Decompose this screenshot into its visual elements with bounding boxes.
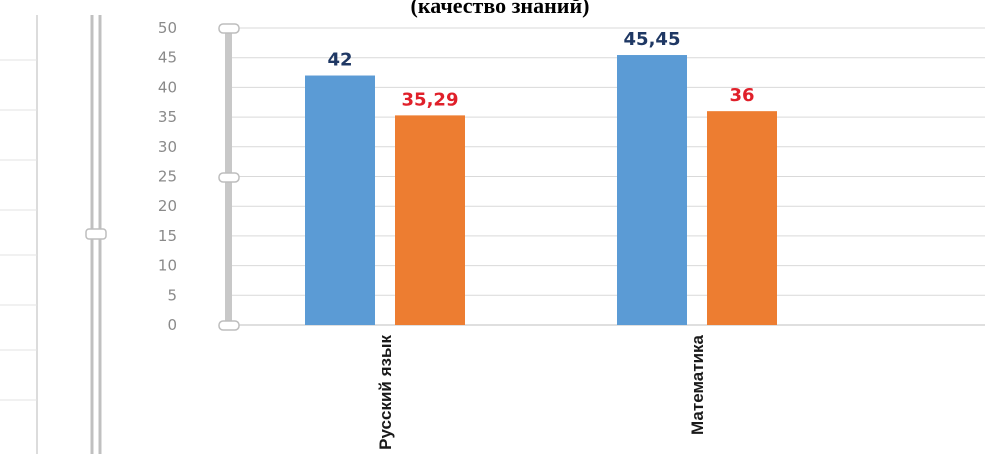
- bar: [395, 115, 465, 325]
- y-tick-label: 10: [158, 257, 177, 275]
- data-labels: 42 45,45 35,29 36: [327, 29, 754, 110]
- y-tick-label: 50: [158, 19, 177, 37]
- bars: [305, 55, 777, 326]
- bar: [617, 55, 687, 325]
- y-tick-label: 20: [158, 197, 177, 215]
- y-tick-label: 15: [158, 227, 177, 245]
- chart-title: (качество знаний): [411, 0, 590, 18]
- data-label: 45,45: [624, 29, 681, 50]
- y-tick-label: 25: [158, 168, 177, 186]
- bar: [707, 111, 777, 325]
- bar: [305, 75, 375, 326]
- y-axis-handle-middle[interactable]: [218, 172, 240, 183]
- y-axis-handle-top[interactable]: [218, 23, 240, 34]
- category-label: Математика: [688, 334, 707, 434]
- y-axis-ticks: 0 5 10 15 20 25 30 35 40 45 50: [158, 19, 177, 334]
- data-label: 42: [327, 50, 352, 71]
- left-ruler: [0, 15, 102, 454]
- data-label: 36: [729, 85, 754, 106]
- y-tick-label: 45: [158, 49, 177, 67]
- ruler-handle[interactable]: [85, 228, 107, 240]
- y-tick-label: 0: [167, 316, 177, 334]
- y-tick-label: 5: [167, 286, 177, 304]
- data-label: 35,29: [402, 89, 459, 110]
- y-axis-handle-bottom[interactable]: [218, 320, 240, 331]
- category-labels: Русский язык Математика: [376, 334, 707, 449]
- category-label: Русский язык: [376, 335, 395, 450]
- y-tick-label: 35: [158, 108, 177, 126]
- y-tick-label: 40: [158, 78, 177, 96]
- y-tick-label: 30: [158, 138, 177, 156]
